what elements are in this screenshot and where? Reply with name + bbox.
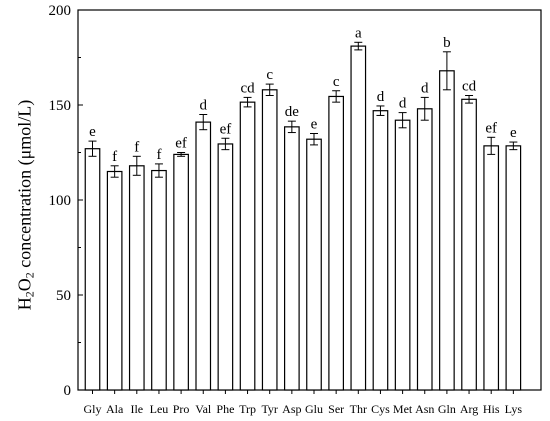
x-axis: Gly Ala Ile Leu Pro Val Phe Trp Tyr Asp Glu Ser Thr C…: [84, 390, 523, 416]
x-tick-label: Asp: [282, 402, 301, 416]
x-tick-label: Pro: [173, 402, 190, 416]
y-tick-label: 50: [56, 288, 71, 304]
y-axis: 0 50 100 150 200: [49, 3, 83, 399]
significance-letter: f: [134, 139, 139, 155]
bar: [84, 148, 101, 391]
x-tick-label: Thr: [350, 402, 367, 416]
significance-letter: ef: [220, 121, 232, 137]
significance-letter: c: [333, 74, 340, 90]
significance-letter: cd: [462, 79, 477, 95]
x-tick-label: Arg: [460, 402, 478, 416]
x-tick-label: Trp: [239, 402, 256, 416]
significance-letter: c: [266, 67, 273, 83]
bar: [372, 110, 389, 391]
significance-letter: e: [311, 117, 318, 133]
significance-letter: a: [355, 25, 362, 41]
bar: [505, 145, 522, 391]
y-tick-label: 200: [49, 3, 72, 19]
significance-letter: d: [377, 89, 385, 105]
x-tick-label: Val: [195, 402, 212, 416]
bar: [151, 169, 167, 391]
x-tick-label: Glu: [305, 402, 323, 416]
x-tick-label: Ile: [130, 402, 143, 416]
x-tick-label: Lys: [505, 402, 523, 416]
significance-letter: d: [200, 98, 208, 114]
bar: [195, 121, 212, 391]
bar: [217, 143, 234, 391]
bar: [483, 145, 500, 391]
significance-letter: e: [89, 124, 96, 140]
x-tick-label: Ala: [106, 402, 124, 416]
bar: [416, 108, 433, 391]
significance-letter: ef: [485, 120, 497, 136]
x-tick-label: Tyr: [261, 402, 278, 416]
significance-letter: d: [399, 96, 407, 112]
bar: [239, 101, 256, 391]
bar: [261, 89, 278, 391]
y-tick-label: 0: [64, 383, 72, 399]
bar: [173, 153, 189, 391]
x-tick-label: Leu: [150, 402, 169, 416]
bar: [128, 165, 145, 391]
bar: [394, 119, 411, 391]
bar: [106, 170, 123, 391]
x-tick-label: Asn: [415, 402, 434, 416]
significance-letter: e: [510, 125, 517, 141]
bar: [439, 70, 455, 391]
bar: [461, 98, 477, 391]
bar: [306, 138, 322, 391]
significance-letter: f: [156, 147, 161, 163]
bar: [284, 126, 300, 391]
x-tick-label: Gln: [438, 402, 456, 416]
x-tick-label: Cys: [371, 402, 390, 416]
x-tick-label: Gly: [84, 402, 102, 416]
significance-letter: d: [421, 80, 429, 96]
bar: [328, 95, 344, 391]
x-tick-label: Ser: [328, 402, 344, 416]
x-tick-label: His: [483, 402, 500, 416]
significance-letter: cd: [240, 80, 255, 96]
y-tick-label: 150: [49, 98, 72, 114]
significance-letter: b: [443, 35, 451, 51]
x-tick-label: Phe: [216, 402, 234, 416]
x-tick-label: Met: [393, 402, 413, 416]
significance-letter: f: [112, 149, 117, 165]
y-tick-label: 100: [49, 193, 72, 209]
bar: [350, 45, 367, 391]
significance-letter: de: [285, 104, 300, 120]
significance-letter: ef: [175, 136, 187, 152]
